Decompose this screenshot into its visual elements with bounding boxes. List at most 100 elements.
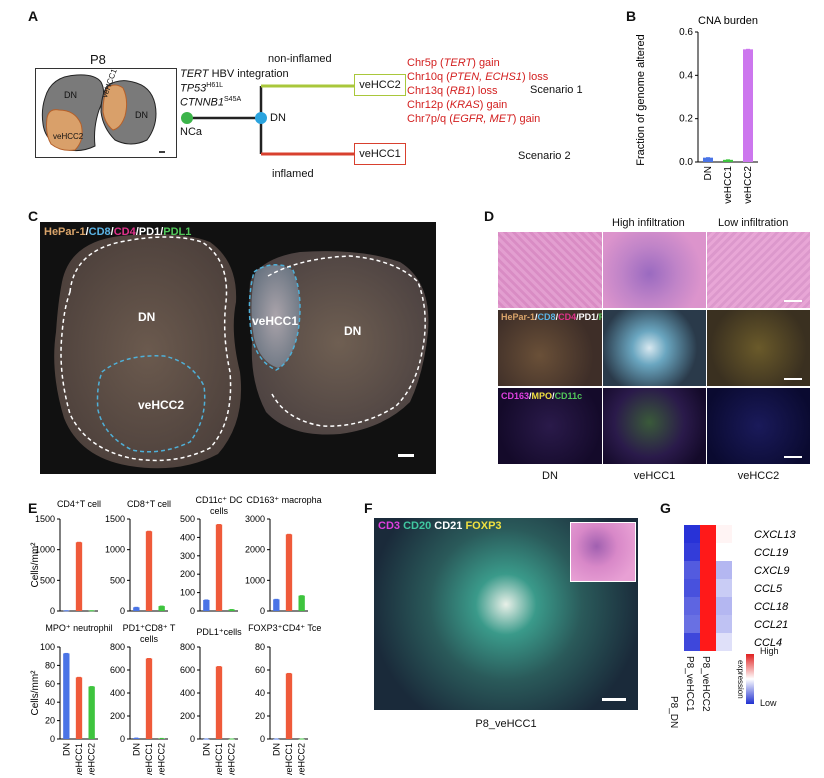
y-tick-label: 0 — [260, 606, 265, 616]
heatmap-cell — [700, 633, 716, 651]
c-stain-token: HePar-1 — [44, 226, 86, 238]
y-tick-label: 200 — [180, 711, 195, 721]
chart-title: CD163⁺ macrophage — [246, 495, 322, 505]
heatmap-cell — [684, 561, 700, 579]
d-stain-token: / — [555, 312, 559, 322]
x-tick-label: veHCC2 — [743, 166, 754, 204]
d-if1-vehcc2 — [707, 310, 810, 386]
heatmap-cell — [684, 597, 700, 615]
heatmap-cell — [716, 525, 732, 543]
g-legend-high: High — [760, 646, 779, 656]
node-nca: NCa — [180, 126, 203, 138]
gene-label: CCL19 — [754, 547, 788, 559]
y-tick-label: 200 — [180, 569, 195, 579]
chart-title: PDL1⁺cells — [196, 627, 242, 637]
g-legend-low: Low — [760, 698, 777, 708]
y-tick-label: 800 — [180, 642, 195, 652]
c-stain-token: CD4 — [113, 226, 136, 238]
x-tick-label: veHCC1 — [214, 743, 224, 775]
d-stain-token: HePar-1 — [501, 312, 536, 322]
heatmap-cell — [684, 525, 700, 543]
x-tick-label: veHCC2 — [87, 743, 97, 775]
x-tick-label: DN — [703, 166, 714, 180]
f-stain-token: CD21 — [434, 520, 463, 532]
d-stain-token: / — [529, 391, 532, 401]
heatmap-cell — [716, 597, 732, 615]
x-tick-label: veHCC2 — [157, 743, 167, 775]
y-tick-label: 3000 — [245, 514, 265, 524]
g-sample-label: P8_veHCC1 — [684, 656, 695, 712]
y-tick-label: 0 — [120, 606, 125, 616]
x-tick-label: veHCC2 — [297, 743, 307, 775]
y-tick-label: 0 — [50, 734, 55, 744]
y-tick-label: 400 — [180, 688, 195, 698]
chart-title-line: PD1⁺CD8⁺ T — [123, 623, 176, 633]
mutation-1: TERT HBV integration — [180, 68, 289, 80]
mutation-3: CTNNB1S45A — [180, 96, 242, 109]
x-tick-label: veHCC2 — [227, 743, 237, 775]
d-caption-dn: DN — [542, 470, 558, 482]
branch-noninflamed: non-inflamed — [268, 53, 332, 65]
y-tick-label: 600 — [110, 665, 125, 675]
bar — [298, 595, 305, 611]
bar — [215, 524, 223, 611]
schema-dn-left: DN — [64, 90, 77, 100]
y-tick-label: 1000 — [105, 545, 125, 555]
y-tick-label: 60 — [45, 679, 55, 689]
d-stain-token: CD4 — [558, 312, 577, 322]
d-stain-token: / — [535, 312, 538, 322]
y-axis-title: Cells/mm² — [30, 542, 41, 588]
heatmap-cell — [716, 633, 732, 651]
heatmap-cell — [684, 579, 700, 597]
chart-title: CNA burden — [698, 15, 758, 27]
y-tick-label: 60 — [255, 665, 265, 675]
f-if-image: CD3 CD20 CD21 FOXP3 — [374, 518, 638, 710]
y-tick-label: 0 — [50, 606, 55, 616]
d-stain-token: / — [576, 312, 579, 322]
y-tick-label: 1000 — [245, 575, 265, 585]
y-axis-title: Fraction of genome altered — [635, 34, 647, 165]
gene-label: CCL5 — [754, 583, 783, 595]
f-stain-token: CD20 — [403, 520, 432, 532]
node-dn: DN — [270, 112, 286, 124]
y-tick-label: 800 — [110, 642, 125, 652]
heatmap-cell — [700, 525, 716, 543]
liver-schema — [35, 68, 177, 158]
c-stain-legend: HePar-1/CD8/CD4/PD1/PDL1 — [44, 226, 191, 238]
panel-label-f: F — [364, 500, 373, 516]
y-tick-label: 20 — [45, 716, 55, 726]
cna-event: Chr13q (RB1) loss — [407, 85, 498, 97]
scenario-1: Scenario 1 — [530, 84, 583, 96]
scenario-2: Scenario 2 — [518, 150, 571, 162]
y-axis-title: Cells/mm² — [30, 670, 41, 716]
heatmap-cell — [716, 579, 732, 597]
y-tick-label: 20 — [255, 711, 265, 721]
heatmap-cell — [684, 633, 700, 651]
c-stain-token: CD8 — [88, 226, 111, 238]
chemokine-heatmap: CXCL13 CCL19 CXCL9 CCL5 CCL18 CCL21 CCL4 — [684, 525, 796, 651]
y-tick-label: 0 — [260, 734, 265, 744]
multiplex-if-image: HePar-1/CD8/CD4/PD1/PDL1 DN DN veHCC1 ve… — [40, 222, 436, 474]
d-stain-token: CD8 — [537, 312, 556, 322]
d-he-vehcc2 — [707, 232, 810, 308]
bar — [75, 677, 83, 739]
c-region-dn-right: DN — [344, 324, 362, 338]
chart-title: CD8⁺T cell — [127, 499, 171, 509]
scale-bar — [602, 698, 626, 701]
d-stain-token: / — [596, 312, 599, 322]
y-tick-label: 0 — [120, 734, 125, 744]
f-stain-legend: CD3 CD20 CD21 FOXP3 — [378, 520, 502, 532]
heatmap-cell — [684, 615, 700, 633]
bar — [703, 157, 713, 162]
bar — [88, 686, 95, 739]
y-tick-label: 0.6 — [679, 27, 693, 38]
d-row3-stain: CD163/MPO/CD11c — [501, 391, 582, 401]
bar — [285, 673, 293, 739]
bar — [145, 658, 153, 739]
d-row3-stain-tokens: CD163/MPO/CD11c — [501, 391, 582, 401]
chart-title: CD11c⁺ DC cells — [195, 495, 243, 516]
x-tick-label: veHCC1 — [284, 743, 294, 775]
d-stain-token: PD1 — [578, 312, 597, 322]
y-tick-label: 100 — [40, 642, 55, 652]
y-tick-label: 200 — [110, 711, 125, 721]
